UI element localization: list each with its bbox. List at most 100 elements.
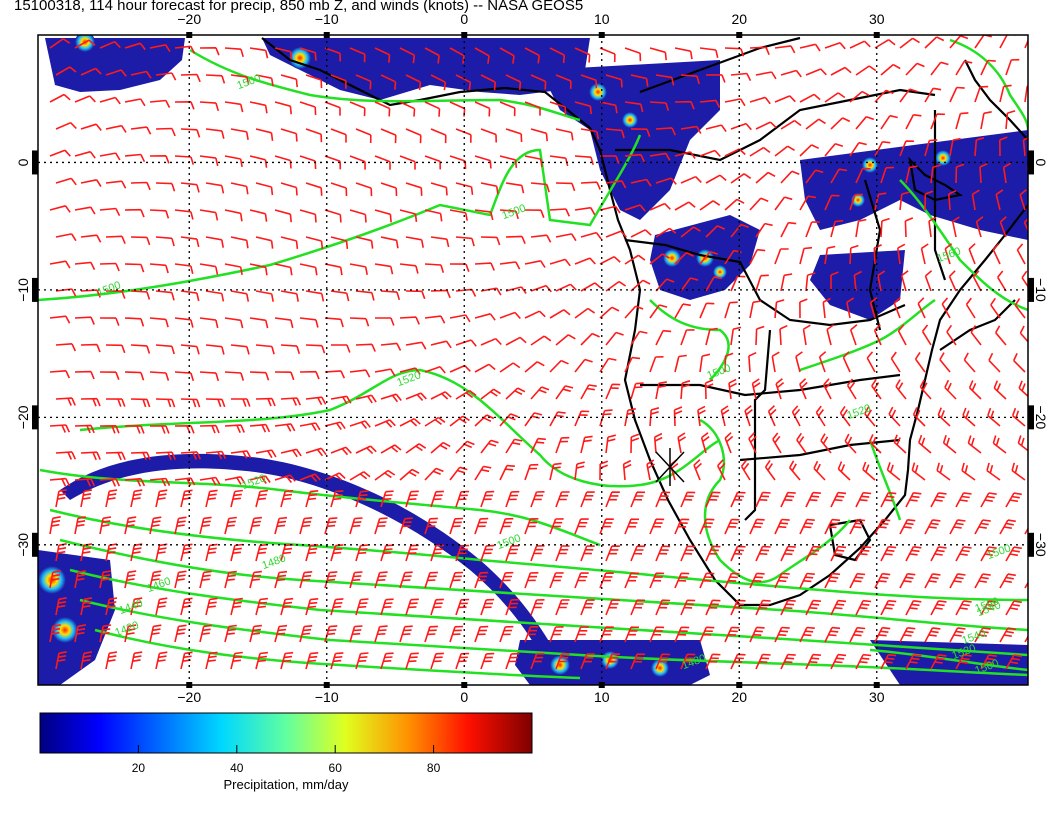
wind-barb xyxy=(380,598,394,616)
wind-barb xyxy=(930,164,941,184)
wind-barb xyxy=(80,397,101,407)
wind-barb xyxy=(299,625,313,643)
wind-barb xyxy=(555,653,570,670)
wind-barb xyxy=(280,236,299,249)
wind-barb xyxy=(820,433,832,454)
wind-barb xyxy=(474,571,489,589)
wind-barb xyxy=(674,47,693,60)
wind-barb xyxy=(1012,353,1026,373)
wind-barb xyxy=(324,625,338,643)
wind-barb xyxy=(974,519,991,535)
wind-barb xyxy=(992,243,1001,265)
wind-barb xyxy=(955,163,965,184)
wind-barb xyxy=(324,517,338,535)
wind-barb xyxy=(549,462,562,481)
wind-barb xyxy=(730,122,752,131)
wind-barb xyxy=(55,451,77,460)
wind-barb xyxy=(530,335,552,346)
wind-barb xyxy=(524,47,540,64)
wind-barb xyxy=(599,47,616,63)
wind-barb xyxy=(305,652,319,670)
wind-barb xyxy=(124,371,145,381)
wind-barb xyxy=(674,303,691,319)
wind-barb xyxy=(705,276,722,292)
wind-barb xyxy=(424,315,446,324)
wind-barb xyxy=(868,434,882,454)
wind-barb xyxy=(405,290,426,300)
wind-barb xyxy=(990,297,1001,319)
wind-barb xyxy=(274,516,288,535)
wind-barb xyxy=(580,545,595,562)
wind-barb xyxy=(99,317,120,326)
wind-barb xyxy=(99,570,112,589)
wind-barb xyxy=(105,290,126,299)
lon-tick-label-bottom: 20 xyxy=(731,689,747,705)
wind-barb xyxy=(799,298,808,319)
wind-barb xyxy=(255,397,276,407)
wind-barb xyxy=(74,206,96,215)
wind-barb xyxy=(255,236,274,249)
wind-barb xyxy=(549,258,571,267)
wind-barb xyxy=(680,175,702,184)
wind-barb xyxy=(480,388,501,400)
wind-barb xyxy=(730,223,749,238)
wind-barb xyxy=(324,101,341,116)
wind-barb xyxy=(455,182,474,195)
wind-barb xyxy=(1031,493,1047,507)
wind-barb xyxy=(980,546,997,562)
wind-barb xyxy=(324,47,341,62)
wind-barb xyxy=(605,491,620,508)
wind-barb xyxy=(813,460,826,481)
wind-barb xyxy=(424,571,438,589)
wind-barb xyxy=(555,182,576,192)
wind-barb xyxy=(274,47,293,60)
wind-barb xyxy=(999,136,1008,157)
wind-barb xyxy=(574,461,585,481)
wind-barb xyxy=(699,99,721,108)
wind-barb xyxy=(524,101,541,116)
wind-barb xyxy=(755,599,771,616)
wind-barb xyxy=(249,475,271,484)
wind-barb xyxy=(624,518,640,535)
wind-barb xyxy=(549,208,571,217)
wind-barb xyxy=(474,101,491,117)
wind-barb xyxy=(499,261,521,270)
wind-barb xyxy=(105,124,127,133)
wind-barb xyxy=(1031,601,1047,615)
wind-barb xyxy=(180,651,193,670)
wind-barb xyxy=(962,407,976,427)
wind-barb xyxy=(480,652,495,670)
wind-barb xyxy=(305,447,327,457)
wind-barb xyxy=(849,518,866,535)
wind-barb xyxy=(174,371,195,382)
wind-barb xyxy=(655,74,675,86)
wind-barb xyxy=(649,518,665,535)
wind-barb xyxy=(802,324,811,346)
wind-barb xyxy=(399,468,420,481)
wind-barb xyxy=(280,290,299,302)
wind-barb xyxy=(897,324,907,346)
wind-barb xyxy=(99,207,121,217)
wind-barb xyxy=(905,165,918,184)
wind-barb xyxy=(405,598,419,616)
wind-barb xyxy=(874,192,887,211)
wind-barb xyxy=(430,391,452,400)
wind-barb xyxy=(405,236,424,248)
wind-barb xyxy=(574,206,596,216)
wind-barb xyxy=(968,243,976,265)
wind-barb xyxy=(805,272,816,292)
wind-barb xyxy=(955,60,973,76)
wind-barb xyxy=(937,407,951,427)
wind-barb xyxy=(893,297,901,319)
wind-barb xyxy=(899,191,910,211)
wind-barb xyxy=(74,150,96,159)
wind-barb xyxy=(480,544,495,562)
wind-barb xyxy=(430,598,444,616)
wind-barb xyxy=(405,341,427,350)
wind-barb xyxy=(699,200,721,211)
wind-barb xyxy=(149,477,171,487)
wind-barb xyxy=(424,366,446,374)
lat-lon-grid xyxy=(38,35,1028,685)
wind-barb xyxy=(49,516,61,535)
wind-barb xyxy=(55,288,77,297)
